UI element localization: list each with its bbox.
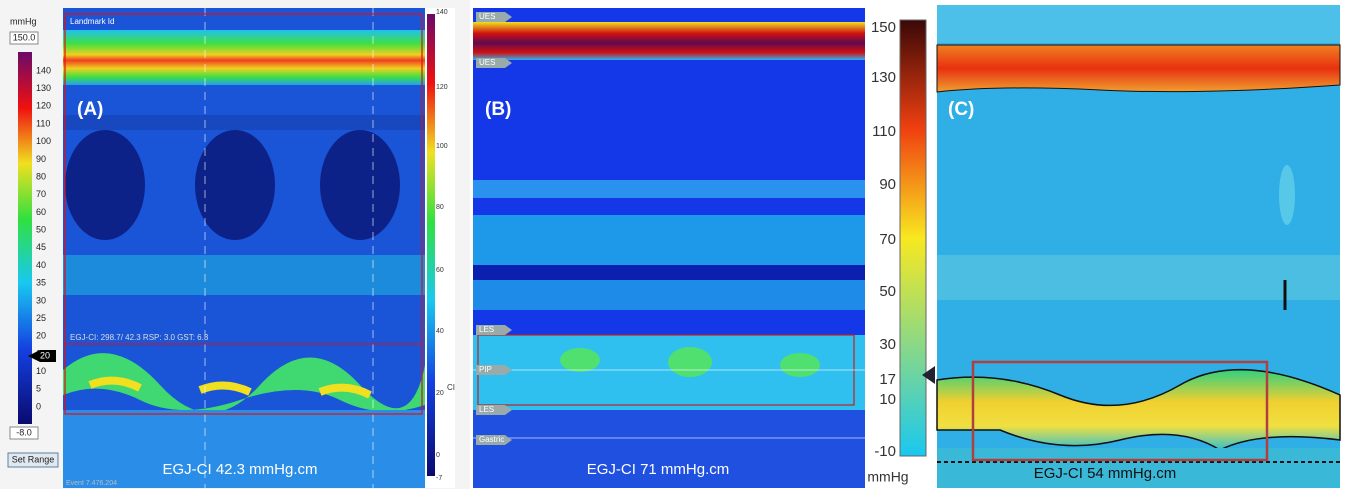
scale-tick: 50 xyxy=(879,283,896,300)
ci-marker: CI xyxy=(447,383,455,392)
panel-b: UES UES LES PIP LES Gastric (B) EGJ-CI 71 mmH… xyxy=(473,8,935,488)
scale-tick: 50 xyxy=(36,225,46,235)
scale-tick: 90 xyxy=(36,154,46,164)
scale-tick: 40 xyxy=(36,260,46,270)
scale-tick: 0 xyxy=(36,401,41,411)
scale-tick: 130 xyxy=(36,83,51,93)
panel-c: (C) EGJ-CI 54 mmHg.cm xyxy=(936,5,1341,488)
landmark: PIP xyxy=(479,365,492,374)
caption: EGJ-CI 71 mmHg.cm xyxy=(587,461,730,478)
scale-tick: 10 xyxy=(36,366,46,376)
landmark: Gastric xyxy=(479,435,504,444)
scale-tick: 30 xyxy=(879,336,896,353)
scale-tick: 90 xyxy=(879,176,896,193)
landmark-tab xyxy=(476,435,512,445)
panel-label: (C) xyxy=(948,99,974,120)
scale-tick: 45 xyxy=(36,242,46,252)
scale-tick: 70 xyxy=(36,189,46,199)
scale-tick: 25 xyxy=(36,313,46,323)
scale-tick: 17 xyxy=(879,371,896,388)
scale-tick: 20 xyxy=(436,390,444,397)
scale-max: 150.0 xyxy=(13,32,36,42)
scale-tick: 60 xyxy=(436,267,444,274)
scale-tick: 30 xyxy=(36,295,46,305)
scale-tick: 140 xyxy=(436,9,448,16)
panel-label: (A) xyxy=(77,99,103,120)
scale-tick: 5 xyxy=(36,384,41,394)
scale-tick: 150 xyxy=(871,19,896,36)
panel-a: mmHg 150.0 14013012011010090807060504540… xyxy=(0,0,470,489)
scale-tick: 80 xyxy=(436,204,444,211)
scale-tick: -10 xyxy=(874,443,896,460)
landmark: UES xyxy=(479,58,495,67)
unit: mmHg xyxy=(867,469,908,485)
scale-tick: 100 xyxy=(36,136,51,146)
scale-tick: 130 xyxy=(871,69,896,86)
landmark-tab xyxy=(476,365,512,375)
landmark-tab xyxy=(476,405,512,415)
scale-tick: 140 xyxy=(36,65,51,75)
landmark-tab xyxy=(476,58,512,68)
scale-tick: 110 xyxy=(36,118,50,128)
landmark-tab xyxy=(476,12,512,22)
scale-min: -8.0 xyxy=(16,427,32,437)
marker: 20 xyxy=(40,350,50,360)
landmark: Landmark Id xyxy=(70,17,114,26)
readout: EGJ-CI: 298.7/ 42.3 RSP: 3.0 GST: 6.3 xyxy=(70,333,209,342)
caption: EGJ-CI 54 mmHg.cm xyxy=(1034,465,1177,482)
scale-tick: 100 xyxy=(436,143,448,150)
scale-tick: 70 xyxy=(879,231,896,248)
scale-tick: -7 xyxy=(436,475,442,482)
button-label[interactable]: Set Range xyxy=(12,454,55,464)
scale-tick: 120 xyxy=(36,101,51,111)
event: Event 7.476.204 xyxy=(66,480,117,487)
unit: mmHg xyxy=(10,16,37,26)
caption: EGJ-CI 42.3 mmHg.cm xyxy=(162,461,317,478)
scale-tick: 35 xyxy=(36,278,46,288)
scale-tick: 0 xyxy=(436,452,440,459)
scale-tick: 120 xyxy=(436,84,448,91)
panel-label: (B) xyxy=(485,99,511,120)
scale-tick: 110 xyxy=(872,123,896,140)
scale-tick: 20 xyxy=(36,331,46,341)
scale-tick: 60 xyxy=(36,207,46,217)
landmark: UES xyxy=(479,12,495,21)
scale-tick: 10 xyxy=(879,391,896,408)
landmark-tab xyxy=(476,325,512,335)
scale-tick: 80 xyxy=(36,171,46,181)
set-range-button[interactable] xyxy=(7,452,59,468)
scale-tick: 40 xyxy=(436,328,444,335)
landmark: LES xyxy=(479,405,494,414)
landmark: LES xyxy=(479,325,494,334)
